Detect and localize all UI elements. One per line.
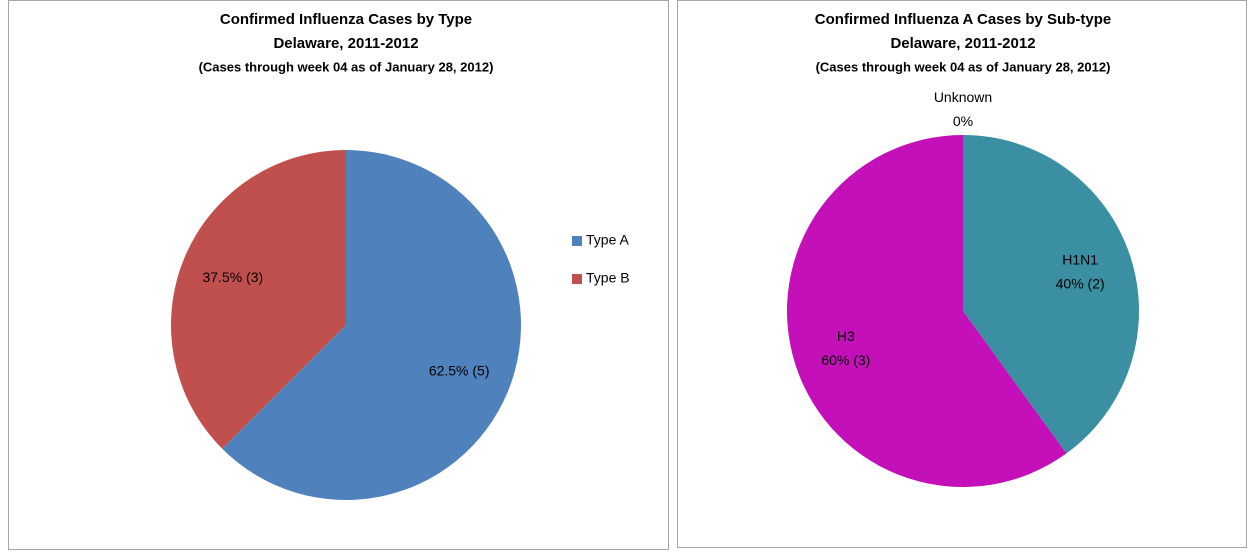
pie-slice bbox=[787, 135, 1067, 487]
chart-title: Confirmed Influenza A Cases by Sub-type bbox=[815, 11, 1111, 28]
slice-category-label: Unknown bbox=[934, 89, 992, 105]
data-label: 62.5% (5) bbox=[429, 363, 490, 379]
data-label: 37.5% (3) bbox=[202, 269, 263, 285]
slice-category-label: H1N1 bbox=[1062, 252, 1098, 268]
legend-swatch bbox=[572, 236, 582, 246]
data-label: 60% (3) bbox=[821, 352, 870, 368]
chart-title: (Cases through week 04 as of January 28,… bbox=[816, 59, 1111, 74]
pie-slice bbox=[963, 135, 1139, 454]
chart-title: Delaware, 2011-2012 bbox=[273, 35, 418, 52]
legend-swatch bbox=[572, 274, 582, 284]
slice-category-label: H3 bbox=[837, 328, 855, 344]
data-label: 0% bbox=[953, 113, 973, 129]
legend-label: Type A bbox=[586, 232, 629, 248]
legend-label: Type B bbox=[586, 270, 630, 286]
chart-title: (Cases through week 04 as of January 28,… bbox=[199, 59, 494, 74]
pie-slice bbox=[171, 150, 346, 449]
pie-slice bbox=[222, 150, 521, 500]
data-label: 40% (2) bbox=[1056, 276, 1105, 292]
chart-title: Confirmed Influenza Cases by Type bbox=[220, 11, 472, 28]
chart-title: Delaware, 2011-2012 bbox=[890, 35, 1035, 52]
